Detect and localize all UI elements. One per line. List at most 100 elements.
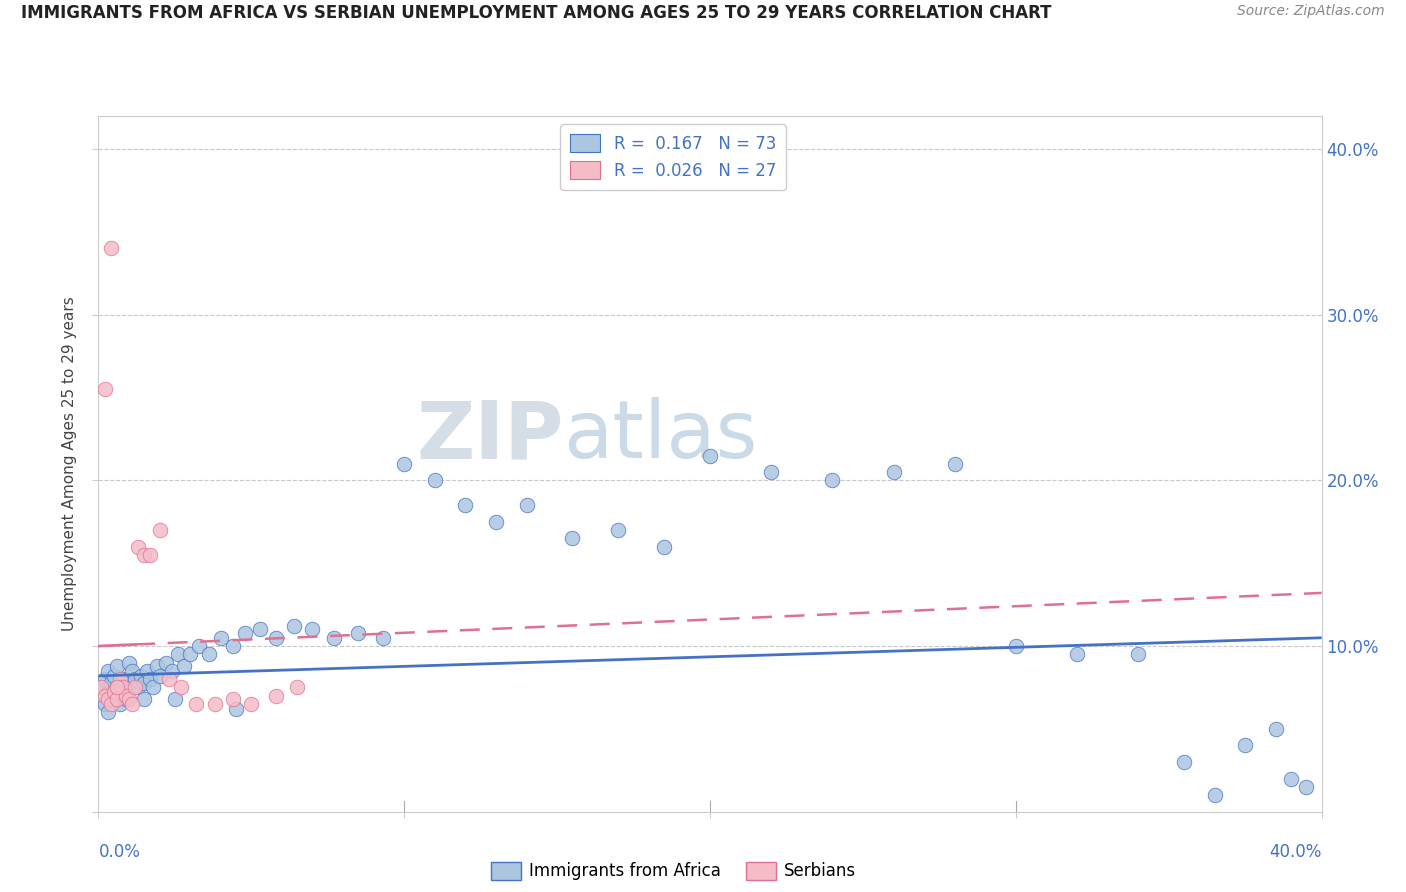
- Point: [115, 681, 138, 695]
- Point: [124, 681, 146, 695]
- Point: [105, 692, 128, 706]
- Point: [188, 639, 211, 653]
- Point: [90, 681, 112, 695]
- Point: [134, 692, 156, 706]
- Point: [111, 689, 134, 703]
- Text: ZIP: ZIP: [416, 397, 564, 475]
- Point: [285, 681, 308, 695]
- Point: [100, 697, 122, 711]
- Point: [759, 465, 782, 479]
- Point: [943, 457, 966, 471]
- Point: [485, 515, 508, 529]
- Point: [392, 457, 416, 471]
- Point: [93, 672, 115, 686]
- Point: [160, 664, 183, 678]
- Point: [264, 631, 287, 645]
- Text: atlas: atlas: [564, 397, 758, 475]
- Point: [652, 540, 675, 554]
- Point: [883, 465, 905, 479]
- Point: [134, 548, 156, 562]
- Point: [115, 689, 138, 703]
- Point: [93, 382, 115, 396]
- Point: [90, 681, 112, 695]
- Point: [124, 672, 146, 686]
- Point: [283, 619, 305, 633]
- Point: [516, 498, 538, 512]
- Point: [100, 675, 122, 690]
- Point: [139, 672, 162, 686]
- Point: [97, 664, 120, 678]
- Point: [607, 523, 630, 537]
- Point: [93, 697, 115, 711]
- Point: [197, 648, 219, 662]
- Point: [1295, 780, 1317, 794]
- Point: [100, 242, 122, 256]
- Point: [108, 697, 131, 711]
- Point: [233, 625, 256, 640]
- Point: [142, 681, 165, 695]
- Text: 40.0%: 40.0%: [1270, 843, 1322, 861]
- Point: [103, 669, 125, 683]
- Point: [179, 648, 201, 662]
- Point: [105, 681, 128, 695]
- Point: [129, 669, 152, 683]
- Point: [157, 672, 180, 686]
- Point: [301, 623, 323, 637]
- Text: IMMIGRANTS FROM AFRICA VS SERBIAN UNEMPLOYMENT AMONG AGES 25 TO 29 YEARS CORRELA: IMMIGRANTS FROM AFRICA VS SERBIAN UNEMPL…: [21, 4, 1052, 22]
- Point: [225, 702, 247, 716]
- Point: [347, 625, 370, 640]
- Point: [264, 689, 287, 703]
- Point: [105, 681, 128, 695]
- Point: [115, 692, 138, 706]
- Point: [249, 623, 271, 637]
- Point: [111, 681, 134, 695]
- Point: [222, 692, 245, 706]
- Point: [167, 648, 190, 662]
- Point: [118, 675, 141, 690]
- Point: [97, 706, 120, 720]
- Point: [111, 672, 134, 686]
- Point: [1234, 739, 1257, 753]
- Point: [454, 498, 477, 512]
- Point: [1066, 648, 1088, 662]
- Point: [155, 656, 177, 670]
- Point: [127, 681, 149, 695]
- Point: [103, 689, 125, 703]
- Point: [1128, 648, 1150, 662]
- Text: Source: ZipAtlas.com: Source: ZipAtlas.com: [1237, 4, 1385, 19]
- Point: [222, 639, 245, 653]
- Point: [173, 659, 195, 673]
- Point: [105, 659, 128, 673]
- Point: [118, 692, 141, 706]
- Point: [108, 685, 131, 699]
- Point: [423, 474, 446, 488]
- Point: [127, 540, 149, 554]
- Point: [100, 692, 122, 706]
- Point: [1264, 722, 1286, 736]
- Point: [186, 697, 208, 711]
- Point: [204, 697, 226, 711]
- Point: [121, 697, 143, 711]
- Point: [121, 664, 143, 678]
- Point: [170, 681, 193, 695]
- Point: [322, 631, 344, 645]
- Point: [163, 692, 186, 706]
- Point: [1004, 639, 1026, 653]
- Point: [149, 669, 172, 683]
- Point: [103, 685, 125, 699]
- Point: [371, 631, 394, 645]
- Point: [561, 532, 583, 546]
- Point: [149, 523, 172, 537]
- Point: [97, 692, 120, 706]
- Y-axis label: Unemployment Among Ages 25 to 29 years: Unemployment Among Ages 25 to 29 years: [62, 296, 77, 632]
- Point: [134, 675, 156, 690]
- Point: [1173, 755, 1195, 769]
- Point: [97, 685, 120, 699]
- Point: [118, 656, 141, 670]
- Point: [821, 474, 844, 488]
- Point: [209, 631, 232, 645]
- Point: [139, 548, 162, 562]
- Point: [103, 692, 125, 706]
- Point: [699, 449, 721, 463]
- Text: 0.0%: 0.0%: [98, 843, 141, 861]
